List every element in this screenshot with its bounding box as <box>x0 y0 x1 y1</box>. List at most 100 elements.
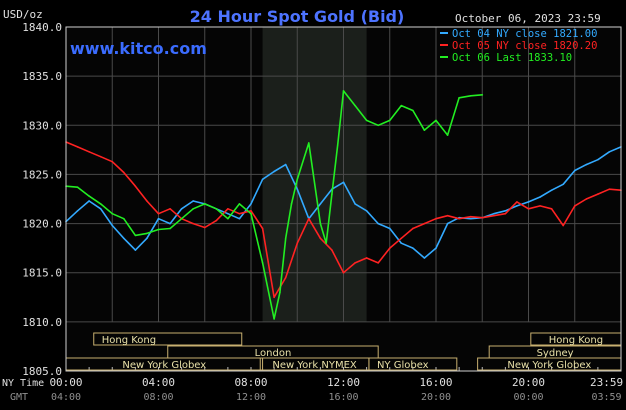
session-label: Sydney <box>537 348 574 359</box>
series-3-point <box>261 262 264 264</box>
x-tick-label-gmt: 08:00 <box>143 392 173 403</box>
x-tick-label-gmt: 00:00 <box>513 392 543 403</box>
session-label: New York Globex <box>507 360 591 371</box>
series-1-point <box>111 224 114 227</box>
series-1-point <box>319 203 322 205</box>
series-2-point <box>597 193 599 195</box>
x-tick-label-gmt: 04:00 <box>51 392 81 403</box>
y-tick-label: 1820.0 <box>22 218 62 231</box>
series-3-point <box>423 129 426 131</box>
series-1-point <box>134 249 137 251</box>
x-tick-label-gmt: 12:00 <box>236 392 266 403</box>
series-2-point <box>423 222 426 225</box>
series-1-point <box>412 247 414 249</box>
x-tick-label-ny: 08:00 <box>234 376 267 389</box>
series-1-point <box>504 209 507 212</box>
series-1-point <box>296 188 299 190</box>
series-2-point <box>99 155 102 158</box>
series-1-point <box>261 178 264 181</box>
series-1-point <box>169 222 171 225</box>
chart-title: 24 Hour Spot Gold (Bid) <box>190 7 405 26</box>
series-3-point <box>146 232 148 235</box>
series-1-point <box>435 247 437 249</box>
series-3-point <box>400 104 403 107</box>
series-1-point <box>469 217 472 220</box>
series-2-point <box>261 227 264 230</box>
series-1-point <box>99 208 102 210</box>
series-2-point <box>481 216 484 219</box>
series-3-point <box>342 90 345 92</box>
series-3-point <box>279 291 281 294</box>
series-2-point <box>296 242 299 245</box>
series-1-point <box>342 181 345 184</box>
series-1-point <box>238 217 241 220</box>
series-1-point <box>608 151 611 153</box>
series-3-point <box>469 95 472 97</box>
session-label: New York Globex <box>122 360 206 371</box>
series-3-point <box>446 134 449 136</box>
series-3-point <box>435 119 437 122</box>
y-tick-label: 1825.0 <box>22 168 62 181</box>
series-2-point <box>238 212 241 215</box>
series-3-point <box>238 203 241 205</box>
legend-entry: Oct 06 Last 1833.10 <box>452 52 572 64</box>
session-label: Hong Kong <box>102 335 156 346</box>
series-1-point <box>146 237 148 240</box>
series-3-point <box>192 208 194 210</box>
session-label: New York NYMEX <box>272 360 357 371</box>
series-2-point <box>354 262 356 264</box>
y-axis-ticks: 1840.0 1835.0 1830.0 1825.0 1820.0 1815.0 1810… <box>22 21 62 378</box>
brand-watermark: www.kitco.com <box>70 39 207 58</box>
series-2-point <box>504 212 507 215</box>
series-1-point <box>284 163 287 166</box>
series-2-point <box>435 217 437 220</box>
series-3-point <box>203 203 206 205</box>
series-2-point <box>273 296 275 299</box>
series-3-point <box>250 212 252 215</box>
series-2-point <box>573 205 576 207</box>
y-tick-label: 1815.0 <box>22 267 62 280</box>
series-3-point <box>273 318 275 320</box>
series-2-point <box>493 214 495 217</box>
series-1-point <box>562 183 564 186</box>
series-3-point <box>169 227 171 230</box>
series-1-point <box>273 170 275 173</box>
series-3-point <box>412 109 414 112</box>
series-3-point <box>365 119 368 122</box>
series-3-point <box>76 186 79 189</box>
series-3-point <box>331 193 333 195</box>
series-2-point <box>342 271 345 274</box>
legend-entry: Oct 04 NY close 1821.00 <box>452 28 597 40</box>
x-tick-label-ny: 16:00 <box>419 376 452 389</box>
series-2-point <box>331 249 333 251</box>
series-2-point <box>562 224 564 227</box>
series-1-point <box>377 222 379 225</box>
plot-border <box>65 26 622 372</box>
series-3-point <box>284 237 287 240</box>
series-2-point <box>527 208 530 210</box>
date-label: October 06, 2023 23:59 <box>455 12 601 25</box>
series-2-point <box>215 219 218 222</box>
series-3-point <box>325 242 327 245</box>
series-1-point <box>192 200 194 202</box>
series-3-point <box>319 222 322 225</box>
x-tick-label-ny: 20:00 <box>512 376 545 389</box>
series-2-point <box>365 257 368 259</box>
series-2-point <box>76 146 79 148</box>
series-2-point <box>308 217 310 220</box>
x-tick-label-gmt: 03:59 <box>591 392 621 403</box>
series-3-point <box>99 203 102 205</box>
series-3-point <box>296 178 299 181</box>
series-2-point <box>227 208 229 210</box>
series-2-point <box>203 226 206 229</box>
series-2-point <box>319 237 322 240</box>
y-tick-label: 1810.0 <box>22 316 62 329</box>
series-1-point <box>539 196 541 198</box>
y-tick-label: 1840.0 <box>22 21 62 34</box>
series-1-point <box>388 227 391 230</box>
series-1-point <box>423 257 426 259</box>
x-axis-ticks: 00:00 04:00 04:00 08:00 08:00 12:00 12:00 16:00… <box>49 376 623 403</box>
series-2-point <box>585 198 588 200</box>
